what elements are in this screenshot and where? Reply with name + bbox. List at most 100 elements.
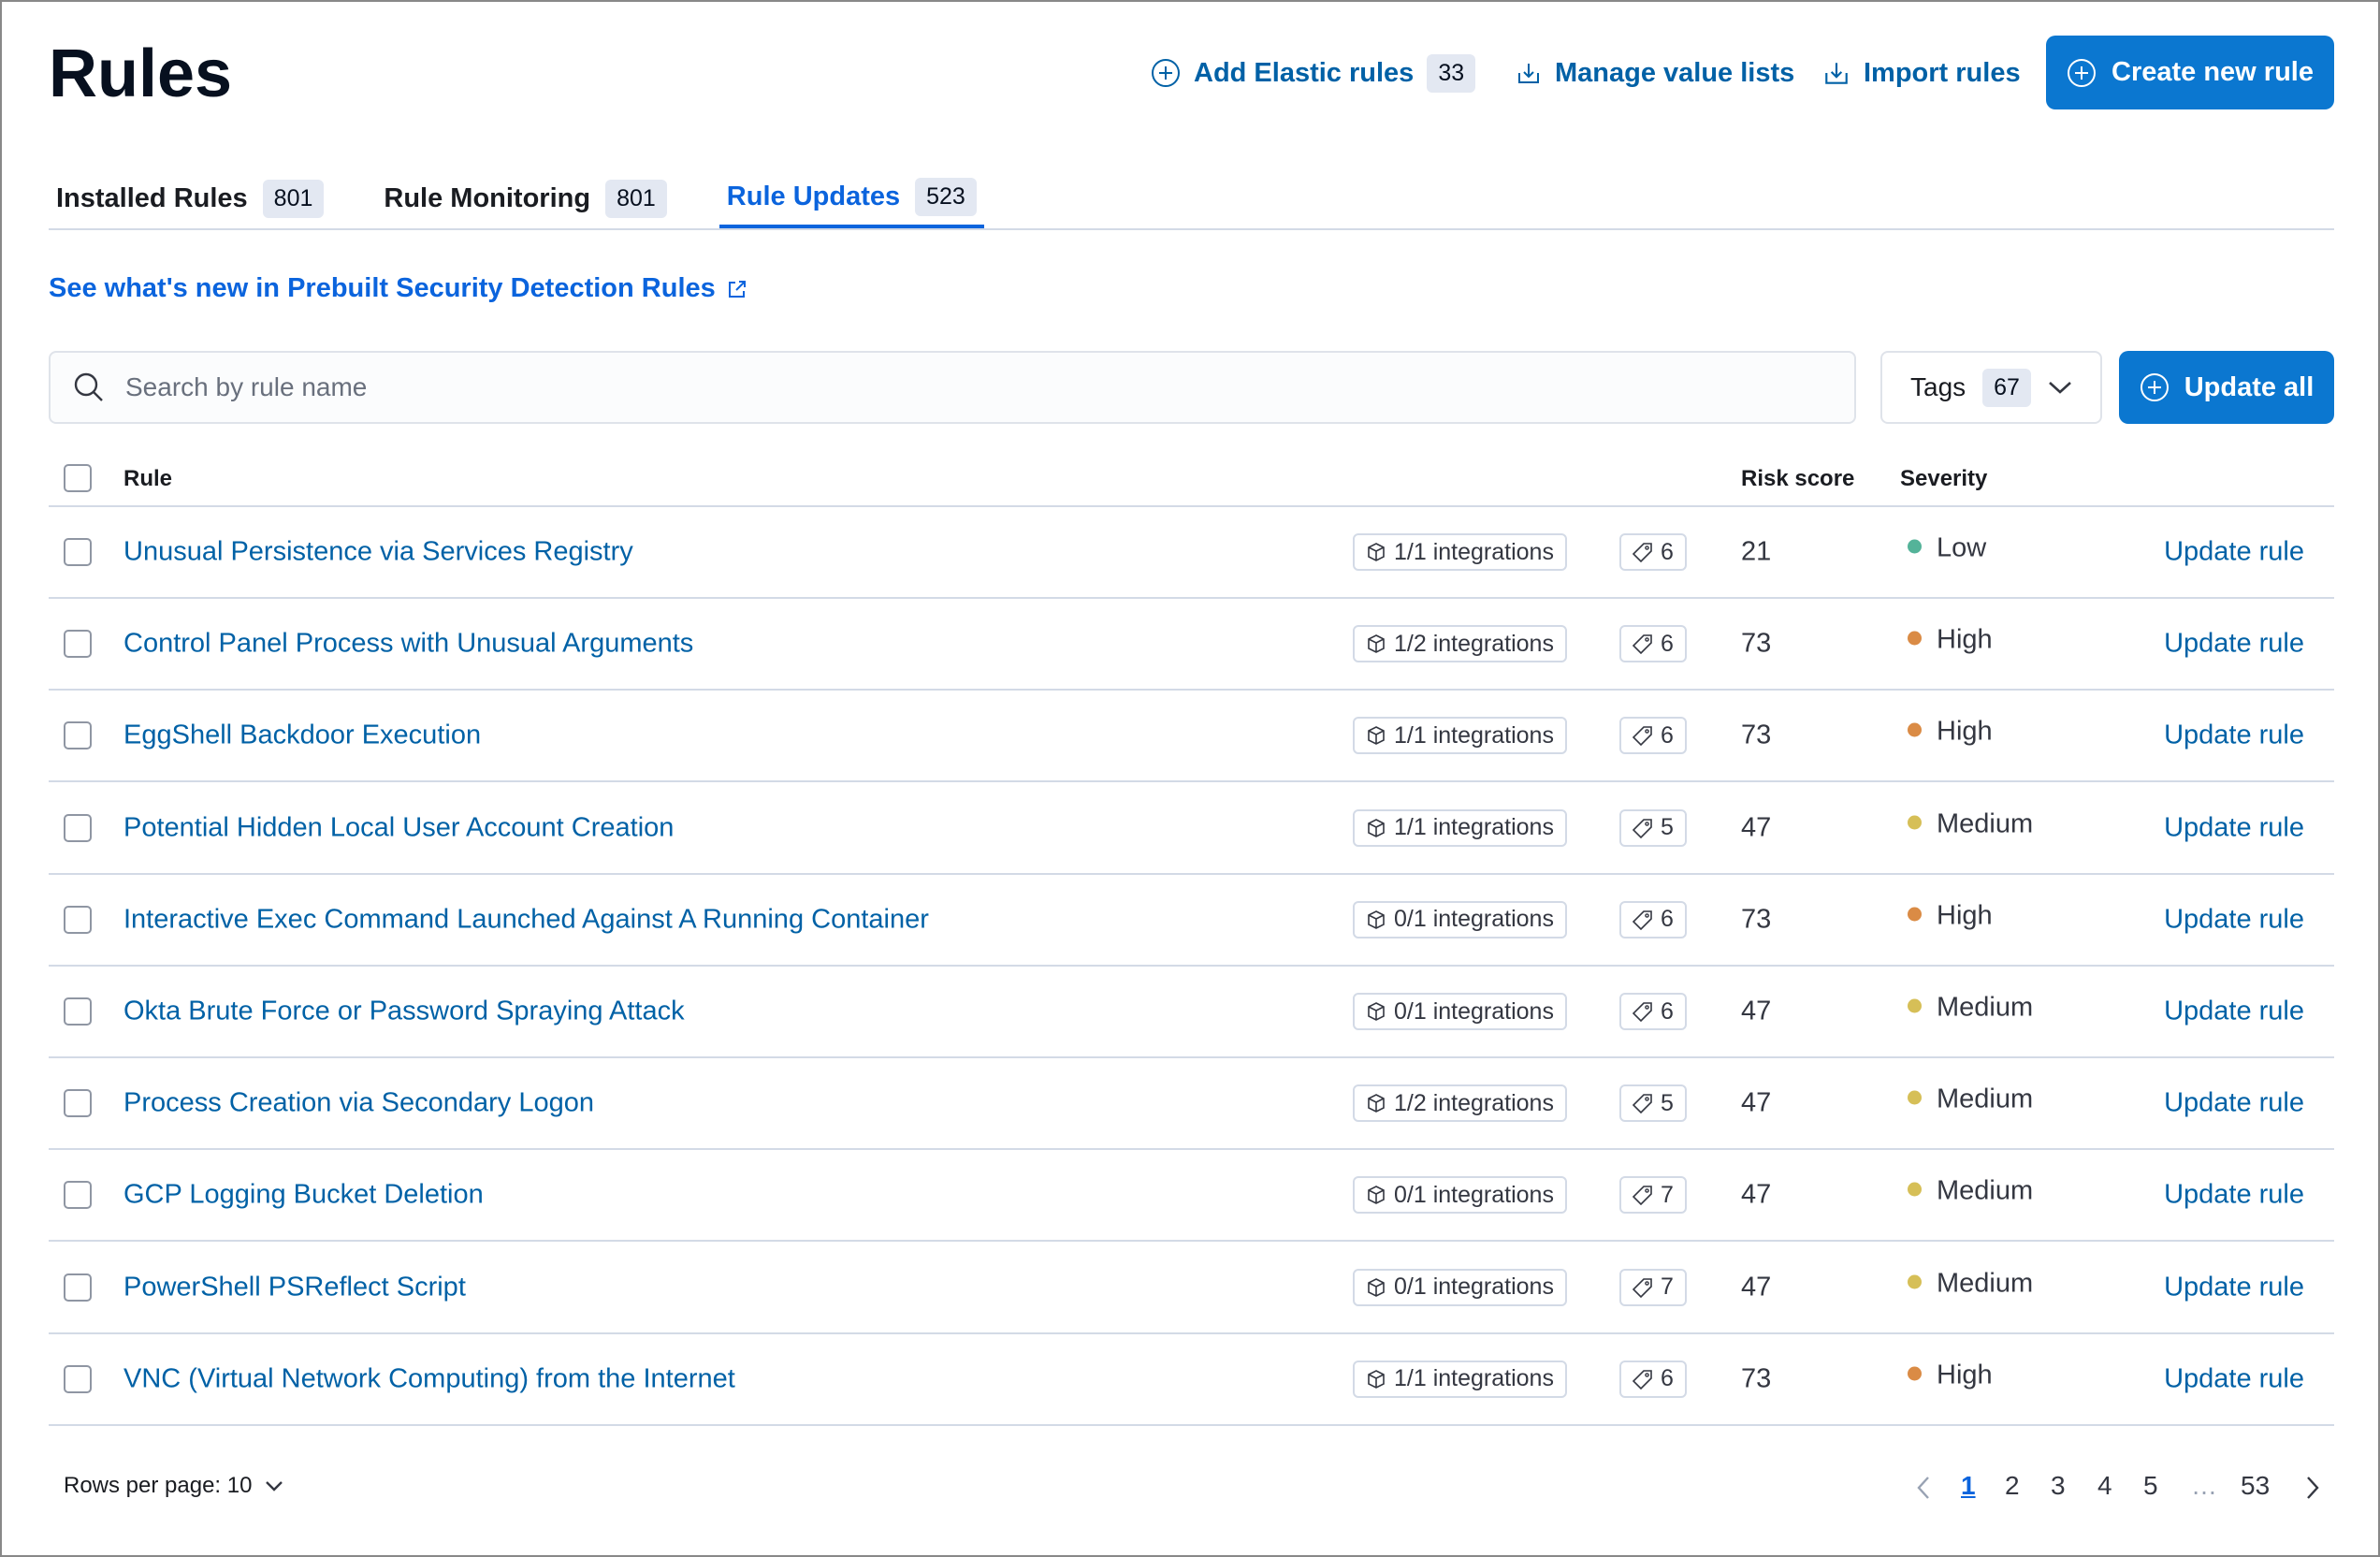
rule-name-link[interactable]: Control Panel Process with Unusual Argum…	[123, 628, 694, 659]
tags-count: 6	[1661, 1365, 1674, 1392]
whats-new-label: See what's new in Prebuilt Security Dete…	[49, 273, 716, 303]
row-checkbox[interactable]	[64, 721, 92, 750]
package-icon	[1368, 634, 1385, 654]
update-all-button[interactable]: Update all	[2119, 351, 2334, 424]
row-checkbox[interactable]	[64, 538, 92, 566]
page-53-button[interactable]: 53	[2241, 1471, 2271, 1500]
rule-name-link[interactable]: Unusual Persistence via Services Registr…	[123, 536, 633, 567]
update-rule-button[interactable]: Update rule	[2164, 996, 2304, 1026]
table-row: PowerShell PSReflect Script 0/1 integrat…	[49, 1243, 2334, 1334]
select-all-checkbox[interactable]	[64, 464, 92, 492]
rule-name-link[interactable]: Interactive Exec Command Launched Agains…	[123, 904, 929, 935]
pagination-ellipsis: …	[2191, 1471, 2217, 1500]
rule-name-link[interactable]: Process Creation via Secondary Logon	[123, 1087, 594, 1118]
column-rule[interactable]: Rule	[123, 466, 173, 491]
update-rule-button[interactable]: Update rule	[2164, 720, 2304, 750]
integrations-badge[interactable]: 1/1 integrations	[1353, 808, 1567, 847]
update-rule-button[interactable]: Update rule	[2164, 1363, 2304, 1394]
integrations-label: 1/1 integrations	[1394, 814, 1554, 841]
manage-value-lists-label: Manage value lists	[1555, 57, 1795, 88]
add-elastic-rules-button[interactable]: Add Elastic rules 33	[1151, 51, 1476, 95]
tags-badge[interactable]: 7	[1619, 1176, 1687, 1215]
row-checkbox[interactable]	[64, 1181, 92, 1210]
table-row: Okta Brute Force or Password Spraying At…	[49, 967, 2334, 1058]
update-rule-button[interactable]: Update rule	[2164, 1087, 2304, 1118]
rule-name-link[interactable]: GCP Logging Bucket Deletion	[123, 1179, 484, 1210]
update-rule-button[interactable]: Update rule	[2164, 812, 2304, 843]
row-checkbox[interactable]	[64, 630, 92, 659]
tags-badge[interactable]: 6	[1619, 533, 1687, 571]
row-checkbox[interactable]	[64, 813, 92, 842]
tab-installed-rules[interactable]: Installed Rules 801	[49, 168, 331, 228]
column-risk-score[interactable]: Risk score	[1741, 466, 1855, 491]
page-3-button[interactable]: 3	[2051, 1471, 2066, 1500]
integrations-badge[interactable]: 1/1 integrations	[1353, 533, 1567, 571]
tags-badge[interactable]: 6	[1619, 1360, 1687, 1398]
update-rule-button[interactable]: Update rule	[2164, 1179, 2304, 1210]
tags-count: 6	[1661, 906, 1674, 933]
column-severity[interactable]: Severity	[1900, 466, 1988, 491]
update-rule-button[interactable]: Update rule	[2164, 536, 2304, 567]
page-2-button[interactable]: 2	[2005, 1471, 2020, 1500]
update-rule-button[interactable]: Update rule	[2164, 628, 2304, 659]
previous-page-icon[interactable]	[1916, 1476, 1931, 1500]
create-new-rule-label: Create new rule	[2112, 57, 2314, 87]
tags-badge[interactable]: 7	[1619, 1268, 1687, 1306]
row-checkbox[interactable]	[64, 1364, 92, 1393]
tab-rule-monitoring[interactable]: Rule Monitoring 801	[376, 168, 674, 228]
rule-name-link[interactable]: VNC (Virtual Network Computing) from the…	[123, 1363, 735, 1394]
row-checkbox[interactable]	[64, 997, 92, 1026]
rule-name-link[interactable]: EggShell Backdoor Execution	[123, 720, 482, 750]
row-checkbox[interactable]	[64, 1089, 92, 1118]
table-row: Interactive Exec Command Launched Agains…	[49, 875, 2334, 967]
search-input[interactable]: Search by rule name	[49, 351, 1856, 424]
integrations-badge[interactable]: 0/1 integrations	[1353, 1176, 1567, 1215]
risk-score: 47	[1741, 1179, 1772, 1210]
integrations-badge[interactable]: 1/1 integrations	[1353, 1360, 1567, 1398]
import-rules-button[interactable]: Import rules	[1822, 51, 2021, 95]
tags-count: 6	[1661, 538, 1674, 565]
update-all-label: Update all	[2184, 371, 2315, 402]
integrations-badge[interactable]: 1/2 integrations	[1353, 1084, 1567, 1123]
row-checkbox[interactable]	[64, 905, 92, 934]
manage-value-lists-button[interactable]: Manage value lists	[1516, 51, 1794, 95]
risk-score: 47	[1741, 812, 1772, 843]
rule-name-link[interactable]: Okta Brute Force or Password Spraying At…	[123, 996, 685, 1026]
rows-per-page-selector[interactable]: Rows per page: 10	[64, 1473, 283, 1499]
tags-badge[interactable]: 6	[1619, 900, 1687, 939]
page-1-button[interactable]: 1	[1961, 1471, 1976, 1500]
integrations-badge[interactable]: 0/1 integrations	[1353, 993, 1567, 1030]
severity-label: Medium	[1937, 1084, 2034, 1114]
whats-new-link[interactable]: See what's new in Prebuilt Security Dete…	[49, 273, 747, 304]
page-4-button[interactable]: 4	[2097, 1471, 2112, 1500]
update-rule-button[interactable]: Update rule	[2164, 1272, 2304, 1302]
tag-icon	[1633, 726, 1652, 747]
tags-badge[interactable]: 6	[1619, 717, 1687, 755]
row-checkbox[interactable]	[64, 1273, 92, 1302]
rule-name-link[interactable]: Potential Hidden Local User Account Crea…	[123, 812, 675, 843]
next-page-icon[interactable]	[2305, 1476, 2320, 1500]
create-new-rule-button[interactable]: Create new rule	[2046, 36, 2334, 109]
plus-circle-icon	[2068, 58, 2096, 87]
tabs: Installed Rules 801 Rule Monitoring 801 Ru…	[49, 168, 2334, 230]
update-rule-button[interactable]: Update rule	[2164, 904, 2304, 935]
page-5-button[interactable]: 5	[2143, 1471, 2158, 1500]
tags-badge[interactable]: 6	[1619, 993, 1687, 1030]
severity-label: Low	[1937, 532, 1987, 563]
tab-rule-updates[interactable]: Rule Updates 523	[718, 168, 984, 228]
tags-count: 6	[1661, 630, 1674, 657]
integrations-badge[interactable]: 0/1 integrations	[1353, 1268, 1567, 1306]
integrations-badge[interactable]: 0/1 integrations	[1353, 900, 1567, 939]
integrations-badge[interactable]: 1/1 integrations	[1353, 717, 1567, 755]
tags-badge[interactable]: 5	[1619, 808, 1687, 847]
tag-icon	[1633, 543, 1652, 562]
plus-circle-icon	[2140, 373, 2169, 401]
rule-name-link[interactable]: PowerShell PSReflect Script	[123, 1272, 466, 1302]
tags-filter[interactable]: Tags 67	[1880, 351, 2102, 424]
severity-dot-icon	[1908, 539, 1922, 554]
tags-badge[interactable]: 6	[1619, 625, 1687, 663]
integrations-badge[interactable]: 1/2 integrations	[1353, 625, 1567, 663]
tags-badge[interactable]: 5	[1619, 1084, 1687, 1123]
table-row: Potential Hidden Local User Account Crea…	[49, 783, 2334, 875]
tags-count: 7	[1661, 1181, 1674, 1208]
